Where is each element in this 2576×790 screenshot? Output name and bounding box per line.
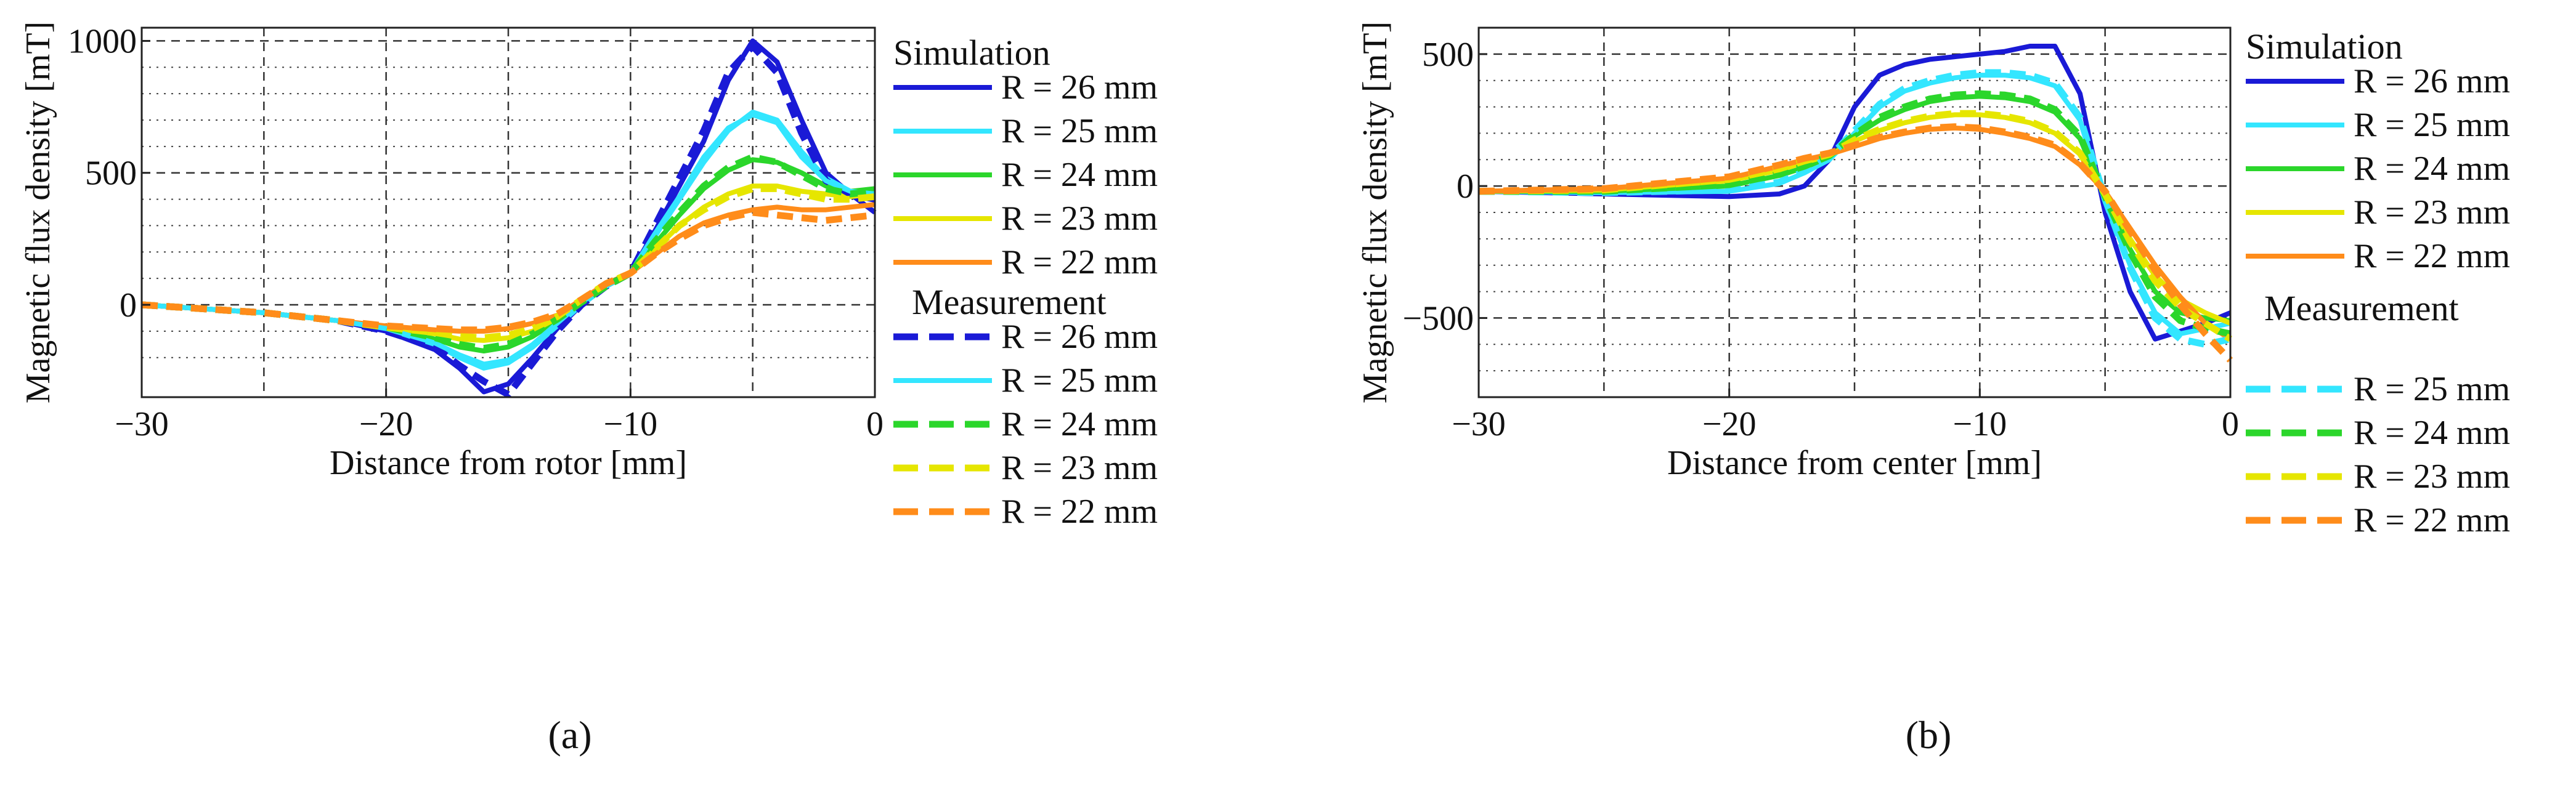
legend-entry-label: R = 22 mm (1001, 243, 1158, 281)
y-tick-label: 500 (85, 155, 137, 193)
legend: R = 26 mm R = 25 mm R = 24 mm R = 23 mm R = … (893, 68, 1158, 531)
series-layer (141, 38, 877, 398)
y-axis-label: Magnetic flux density [mT] (19, 22, 57, 404)
y-tick-label: 1000 (68, 22, 137, 60)
major-grid (1479, 28, 2230, 397)
series-line-measurement-23mm (1478, 110, 2232, 342)
series-line-measurement-22mm (1478, 123, 2233, 363)
series-line-measurement-25mm (1478, 69, 2232, 348)
legend-entry-label: R = 24 mm (2354, 150, 2510, 188)
x-tick-label: −10 (604, 405, 658, 443)
series-layer (1478, 44, 2233, 363)
legend-entry-label: R = 24 mm (2354, 414, 2510, 452)
legend-entry-label: R = 22 mm (2354, 501, 2510, 539)
series-line-simulation-26mm (1478, 44, 2232, 342)
legend-entry-label: R = 26 mm (2354, 62, 2510, 100)
legend-entry-label: R = 24 mm (1001, 405, 1158, 443)
plot-area-border (1477, 26, 2232, 398)
series-line-measurement-22mm (141, 209, 876, 334)
legend-entry-label: R = 24 mm (1001, 156, 1158, 194)
legend-entry-label: R = 22 mm (1001, 493, 1158, 531)
legend-entry-label: R = 25 mm (1001, 361, 1158, 400)
axis-ticks: −30 −20 −10 0 0 500 1000 (68, 22, 884, 443)
series-line-simulation-24mm (1479, 94, 2231, 323)
legend-simulation-title: Simulation (2246, 26, 2403, 67)
series-line-measurement-24mm (1479, 90, 2232, 337)
x-tick-label: −30 (1452, 405, 1506, 443)
axis-ticks: −30 −20 −10 0 −500 0 500 (1402, 36, 2239, 443)
legend-simulation-title: Simulation (893, 33, 1050, 73)
legend: R = 26 mm R = 25 mm R = 24 mm R = 23 mm R = … (2246, 62, 2510, 539)
x-tick-label: −10 (1953, 405, 2007, 443)
legend-entry-label: R = 26 mm (1001, 68, 1158, 107)
y-tick-label: 0 (120, 286, 137, 324)
legend-entry-label: R = 23 mm (1001, 200, 1158, 238)
x-tick-label: −20 (1702, 405, 1757, 443)
legend-entry-label: R = 25 mm (1001, 112, 1158, 150)
plot-area-border (140, 26, 876, 398)
legend-entry-label: R = 23 mm (2354, 193, 2510, 232)
legend-entry-label: R = 25 mm (2354, 106, 2510, 144)
x-axis-label: Distance from center [mm] (1667, 444, 2042, 482)
panel-a: −30 −20 −10 0 0 500 1000 Distance from rotor [… (19, 22, 1158, 757)
series-line-measurement-24mm (141, 153, 876, 352)
y-tick-label: 500 (1422, 36, 1474, 74)
y-axis-label: Magnetic flux density [mT] (1356, 22, 1394, 404)
x-tick-label: 0 (866, 405, 884, 443)
panel-b: −30 −20 −10 0 −500 0 500 Distance from center … (1356, 22, 2510, 757)
x-tick-label: −20 (359, 405, 413, 443)
x-tick-label: 0 (2222, 405, 2239, 443)
legend-entry-label: R = 26 mm (1001, 318, 1158, 356)
legend-entry-label: R = 22 mm (2354, 237, 2510, 275)
x-axis-label: Distance from rotor [mm] (330, 444, 687, 482)
x-tick-label: −30 (115, 405, 169, 443)
legend-entry-label: R = 23 mm (2354, 457, 2510, 496)
y-tick-label: 0 (1457, 167, 1474, 206)
legend-measurement-title: Measurement (912, 282, 1107, 322)
panel-label: (b) (1906, 713, 1952, 757)
legend-entry-label: R = 25 mm (2354, 370, 2510, 408)
legend-measurement-title: Measurement (2264, 288, 2459, 328)
legend-entry-label: R = 23 mm (1001, 449, 1158, 487)
y-tick-label: −500 (1402, 299, 1474, 337)
panel-label: (a) (548, 713, 591, 757)
